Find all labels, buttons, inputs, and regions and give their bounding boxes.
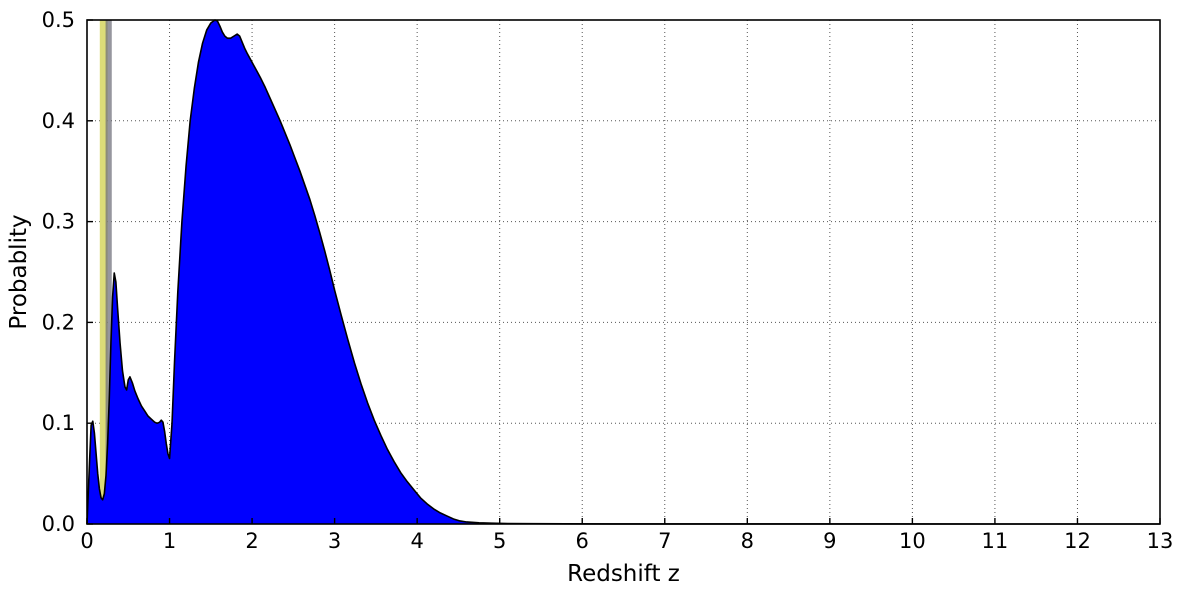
x-tick-label: 9 bbox=[823, 529, 836, 553]
x-axis-title: Redshift z bbox=[567, 561, 680, 587]
x-tick-label: 13 bbox=[1147, 529, 1174, 553]
y-axis-title: Probablity bbox=[6, 214, 32, 329]
y-tick-label: 0.3 bbox=[42, 210, 75, 234]
grid-lines bbox=[87, 19, 1160, 524]
x-tick-label: 10 bbox=[899, 529, 926, 553]
x-tick-label: 12 bbox=[1064, 529, 1091, 553]
gray-redshift-band bbox=[105, 20, 112, 524]
x-tick-label: 4 bbox=[410, 529, 423, 553]
x-tick-label: 2 bbox=[245, 529, 258, 553]
x-tick-label: 0 bbox=[80, 529, 93, 553]
x-tick-label: 11 bbox=[982, 529, 1009, 553]
y-tick-label: 0.1 bbox=[42, 411, 75, 435]
y-axis-tick-labels: 0.0 0.1 0.2 0.3 0.4 0.5 bbox=[42, 8, 75, 536]
y-tick-label: 0.2 bbox=[42, 310, 75, 334]
series-layer bbox=[86, 19, 1161, 525]
x-tick-label: 8 bbox=[741, 529, 754, 553]
plot-area bbox=[86, 19, 1161, 525]
y-tick-label: 0.4 bbox=[42, 109, 75, 133]
y-tick-label: 0.0 bbox=[42, 512, 75, 536]
x-axis-tick-labels: 0 1 2 3 4 5 6 7 8 9 10 11 12 13 bbox=[80, 529, 1173, 553]
x-tick-label: 7 bbox=[658, 529, 671, 553]
yellow-redshift-band bbox=[99, 20, 108, 524]
tick-marks bbox=[86, 19, 1161, 525]
x-tick-label: 5 bbox=[493, 529, 506, 553]
vertical-bands bbox=[99, 20, 112, 524]
series-area-fill bbox=[87, 20, 1160, 524]
x-tick-label: 6 bbox=[576, 529, 589, 553]
x-tick-label: 3 bbox=[328, 529, 341, 553]
series-outline bbox=[86, 19, 1161, 525]
y-tick-label: 0.5 bbox=[42, 8, 75, 32]
x-tick-label: 1 bbox=[163, 529, 176, 553]
axes-frame bbox=[86, 19, 1161, 525]
